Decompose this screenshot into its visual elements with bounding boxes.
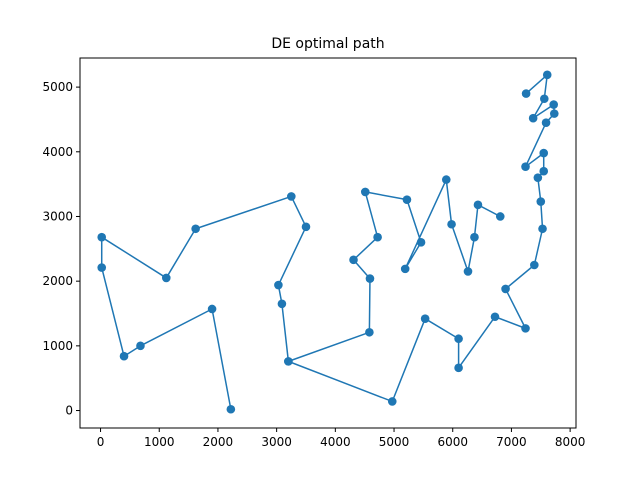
path-point bbox=[495, 212, 505, 221]
plot-frame bbox=[79, 57, 577, 429]
path-point bbox=[207, 304, 217, 314]
y-tick-label: 2000 bbox=[42, 274, 73, 288]
y-tick-label: 3000 bbox=[42, 209, 73, 223]
x-tick-label: 0 bbox=[97, 435, 105, 449]
x-tick-label: 4000 bbox=[320, 435, 351, 449]
path-point bbox=[97, 263, 107, 272]
path-point bbox=[454, 363, 463, 373]
path-point bbox=[490, 312, 500, 322]
y-tick-label: 5000 bbox=[42, 80, 73, 94]
path-point bbox=[373, 232, 382, 242]
path-point bbox=[360, 187, 370, 197]
x-tick-label: 3000 bbox=[261, 435, 292, 449]
path-point bbox=[97, 232, 107, 242]
y-axis: 0 1000 2000 3000 4000 5000 bbox=[42, 80, 80, 418]
path-point bbox=[501, 284, 510, 294]
path-point bbox=[521, 162, 530, 171]
chart-title: DE optimal path bbox=[271, 36, 384, 52]
path-point bbox=[528, 113, 538, 123]
path-point bbox=[530, 260, 539, 270]
path-point bbox=[454, 334, 463, 344]
path-point bbox=[463, 267, 473, 276]
path-point bbox=[420, 314, 430, 323]
path-point bbox=[549, 100, 558, 109]
path-point bbox=[287, 192, 296, 201]
x-tick-label: 2000 bbox=[203, 435, 234, 449]
x-tick-label: 7000 bbox=[496, 435, 527, 449]
path-point bbox=[538, 224, 547, 234]
plot-area bbox=[80, 58, 576, 428]
path-point bbox=[536, 197, 546, 206]
path-point bbox=[365, 274, 375, 283]
x-axis: 0 1000 2000 3000 4000 5000 6000 7000 8000 bbox=[97, 428, 586, 449]
path-point bbox=[521, 324, 530, 333]
path-point bbox=[274, 280, 283, 290]
y-tick-label: 4000 bbox=[42, 145, 73, 159]
path-line-1 bbox=[100, 74, 556, 410]
y-tick-label: 1000 bbox=[42, 339, 73, 353]
path-point bbox=[365, 327, 374, 337]
path-point bbox=[539, 166, 549, 176]
path-point bbox=[470, 232, 479, 242]
y-tick-label: 0 bbox=[65, 404, 73, 418]
path-point bbox=[542, 70, 552, 80]
path-point bbox=[226, 404, 236, 414]
x-tick-label: 5000 bbox=[379, 435, 410, 449]
series-group bbox=[97, 70, 559, 414]
path-point bbox=[539, 148, 549, 158]
path-point bbox=[416, 238, 426, 247]
x-tick-label: 6000 bbox=[437, 435, 468, 449]
path-point bbox=[540, 94, 549, 104]
path-point bbox=[402, 195, 412, 204]
path-point bbox=[277, 299, 287, 309]
path-point bbox=[533, 173, 543, 182]
x-tick-label: 8000 bbox=[555, 435, 586, 449]
path-point bbox=[387, 397, 397, 406]
path-point bbox=[284, 357, 293, 366]
path-point bbox=[473, 200, 483, 210]
path-point bbox=[301, 222, 311, 232]
path-point bbox=[349, 255, 358, 265]
path-point bbox=[441, 175, 451, 184]
path-point bbox=[400, 264, 410, 274]
path-point bbox=[447, 219, 456, 229]
path-point bbox=[136, 341, 145, 351]
path-point bbox=[191, 224, 200, 234]
path-point bbox=[549, 109, 559, 118]
path-point bbox=[119, 351, 129, 361]
path-point bbox=[541, 118, 551, 127]
x-tick-label: 1000 bbox=[144, 435, 175, 449]
path-point bbox=[521, 89, 531, 98]
path-point bbox=[161, 273, 171, 283]
